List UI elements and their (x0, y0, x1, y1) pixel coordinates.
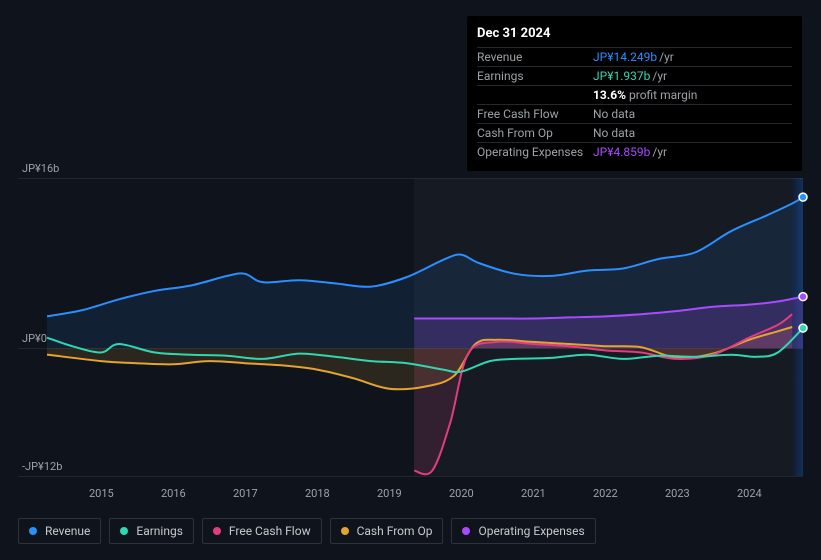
endpoint-dot (799, 324, 807, 332)
endpoint-dot (799, 193, 807, 201)
legend-label: Revenue (45, 524, 90, 538)
tooltip-unit: /yr (657, 50, 674, 64)
x-tick-label: 2019 (377, 487, 402, 500)
tooltip-value-revenue: JP¥14.249b (593, 50, 657, 64)
tooltip-label (477, 86, 593, 105)
tooltip-pct: 13.6% (593, 88, 626, 102)
x-tick-label: 2023 (665, 487, 690, 500)
tooltip-label: Cash From Op (477, 124, 593, 143)
legend-cashop[interactable]: Cash From Op (330, 518, 444, 544)
tooltip-pct-label: profit margin (629, 88, 697, 102)
legend-revenue[interactable]: Revenue (18, 518, 101, 544)
legend-label: Earnings (136, 524, 183, 538)
x-tick-label: 2022 (593, 487, 618, 500)
x-tick-label: 2015 (89, 487, 114, 500)
tooltip-label: Revenue (477, 48, 593, 67)
legend-label: Cash From Op (357, 524, 433, 538)
swatch-opex (462, 527, 470, 535)
tooltip-table: Revenue JP¥14.249b/yr Earnings JP¥1.937b… (477, 47, 792, 161)
legend-label: Free Cash Flow (229, 524, 311, 538)
tooltip-label: Operating Expenses (477, 143, 593, 162)
tooltip-box: Dec 31 2024 Revenue JP¥14.249b/yr Earnin… (467, 16, 802, 171)
x-tick-label: 2021 (521, 487, 546, 500)
x-tick-label: 2020 (449, 487, 474, 500)
legend-label: Operating Expenses (478, 524, 584, 538)
swatch-fcf (213, 527, 221, 535)
tooltip-nodata: No data (593, 105, 792, 124)
legend-earnings[interactable]: Earnings (109, 518, 194, 544)
tooltip-nodata: No data (593, 124, 792, 143)
x-tick-label: 2018 (305, 487, 330, 500)
tooltip-label: Free Cash Flow (477, 105, 593, 124)
legend-opex[interactable]: Operating Expenses (451, 518, 595, 544)
endpoint-dot (799, 293, 807, 301)
tooltip-value-earnings: JP¥1.937b (593, 69, 650, 83)
tooltip-date: Dec 31 2024 (477, 24, 792, 47)
swatch-cashop (341, 527, 349, 535)
tooltip-unit: /yr (650, 145, 667, 159)
tooltip-label: Earnings (477, 67, 593, 86)
swatch-earnings (120, 527, 128, 535)
x-tick-label: 2016 (161, 487, 186, 500)
legend-fcf[interactable]: Free Cash Flow (202, 518, 322, 544)
swatch-revenue (29, 527, 37, 535)
tooltip-unit: /yr (650, 69, 667, 83)
legend: Revenue Earnings Free Cash Flow Cash Fro… (18, 518, 596, 544)
x-tick-label: 2024 (737, 487, 762, 500)
x-tick-label: 2017 (233, 487, 258, 500)
tooltip-value-opex: JP¥4.859b (593, 145, 650, 159)
